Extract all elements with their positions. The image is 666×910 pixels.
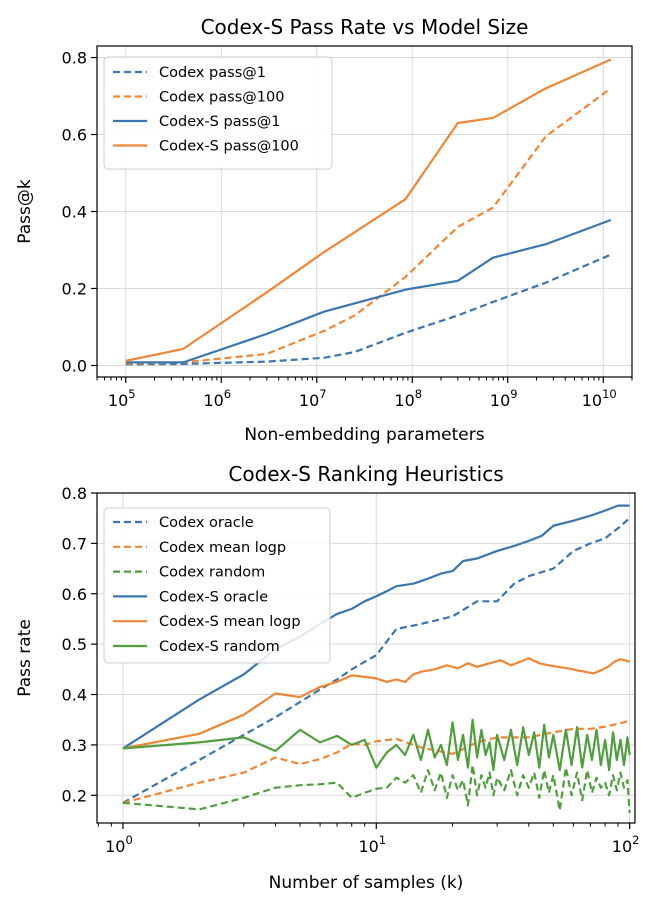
y-tick-label: 0.4 xyxy=(62,203,87,222)
x-tick-exponent: 6 xyxy=(224,387,231,401)
chart-bottom: Codex-S Ranking Heuristics 0.2 0.3 0.4 0.5 0.… xyxy=(15,462,639,893)
y-tick-label: 0.4 xyxy=(62,686,87,705)
x-tick-base: 10 xyxy=(358,837,378,856)
legend-label: Codex-S oracle xyxy=(159,589,268,605)
x-tick-exponent: 7 xyxy=(319,387,326,401)
legend: Codex pass@1 Codex pass@100 Codex-S pass@1… xyxy=(103,56,333,170)
x-tick-label: 100 xyxy=(105,833,133,856)
x-tick-label: 109 xyxy=(490,387,518,410)
y-axis-label: Pass rate xyxy=(15,619,35,697)
y-tick-label: 0.2 xyxy=(62,786,87,805)
legend-label: Codex-S random xyxy=(159,639,280,655)
y-tick-label: 0.2 xyxy=(62,279,87,298)
legend-box xyxy=(103,56,333,170)
chart-top: Codex-S Pass Rate vs Model Size 0.0 0.2 0.4… xyxy=(15,15,633,445)
x-tick-base: 10 xyxy=(105,837,125,856)
x-tick-exponent: 1 xyxy=(379,833,386,847)
x-tick-base: 10 xyxy=(203,391,223,410)
legend-label: Codex mean logp xyxy=(159,540,286,556)
series-line-2 xyxy=(125,218,612,364)
legend-label: Codex-S mean logp xyxy=(159,614,301,630)
y-tick-label: 0.5 xyxy=(62,635,87,654)
series-line-4 xyxy=(122,657,630,750)
x-tick-label: 1010 xyxy=(582,387,617,410)
series-lines xyxy=(122,504,631,813)
chart-title: Codex-S Pass Rate vs Model Size xyxy=(201,15,529,39)
x-axis-label: Non-embedding parameters xyxy=(244,425,484,445)
y-tick-label: 0.3 xyxy=(62,736,87,755)
x-tick-label: 107 xyxy=(299,387,327,410)
series-line-0 xyxy=(122,517,631,804)
x-tick-exponent: 8 xyxy=(415,387,422,401)
legend-label: Codex random xyxy=(159,565,265,581)
y-tick-label: 0.0 xyxy=(62,356,87,375)
series-line-3 xyxy=(125,58,612,362)
x-tick-base: 10 xyxy=(108,391,128,410)
series-lines xyxy=(125,58,612,366)
x-tick-label: 101 xyxy=(358,833,386,856)
x-tick-exponent: 9 xyxy=(510,387,517,401)
x-tick-label: 106 xyxy=(203,387,231,410)
x-tick-base: 10 xyxy=(612,837,632,856)
x-tick-exponent: 2 xyxy=(632,833,639,847)
x-tick-base: 10 xyxy=(582,391,602,410)
x-axis-label: Number of samples (k) xyxy=(269,873,464,893)
y-axis-label: Pass@k xyxy=(15,179,35,244)
series-line-1 xyxy=(122,719,630,804)
axes-frame xyxy=(96,492,636,824)
x-tick-exponent: 10 xyxy=(602,387,617,401)
x-tick-label: 105 xyxy=(108,387,136,410)
y-tick-label: 0.8 xyxy=(62,484,87,503)
legend-box xyxy=(103,507,331,664)
legend-label: Codex-S pass@1 xyxy=(159,114,280,130)
series-line-0 xyxy=(125,253,612,366)
x-tick-base: 10 xyxy=(394,391,414,410)
legend-label: Codex pass@100 xyxy=(159,90,284,106)
legend: Codex oracle Codex mean logp Codex random C… xyxy=(103,507,331,664)
grid xyxy=(97,46,632,377)
y-tick-label: 0.6 xyxy=(62,585,87,604)
x-tick-base: 10 xyxy=(299,391,319,410)
x-tick-label: 102 xyxy=(612,833,640,856)
legend-label: Codex-S pass@100 xyxy=(159,139,299,155)
y-tick-label: 0.8 xyxy=(62,49,87,68)
series-line-5 xyxy=(122,718,631,772)
series-line-2 xyxy=(122,763,631,813)
y-tick-label: 0.6 xyxy=(62,126,87,145)
legend-label: Codex oracle xyxy=(159,515,254,531)
y-tick-label: 0.7 xyxy=(62,534,87,553)
x-tick-base: 10 xyxy=(490,391,510,410)
legend-label: Codex pass@1 xyxy=(159,65,266,81)
x-tick-exponent: 0 xyxy=(125,833,132,847)
x-tick-label: 108 xyxy=(394,387,422,410)
x-tick-exponent: 5 xyxy=(128,387,135,401)
chart-title: Codex-S Ranking Heuristics xyxy=(228,462,503,486)
